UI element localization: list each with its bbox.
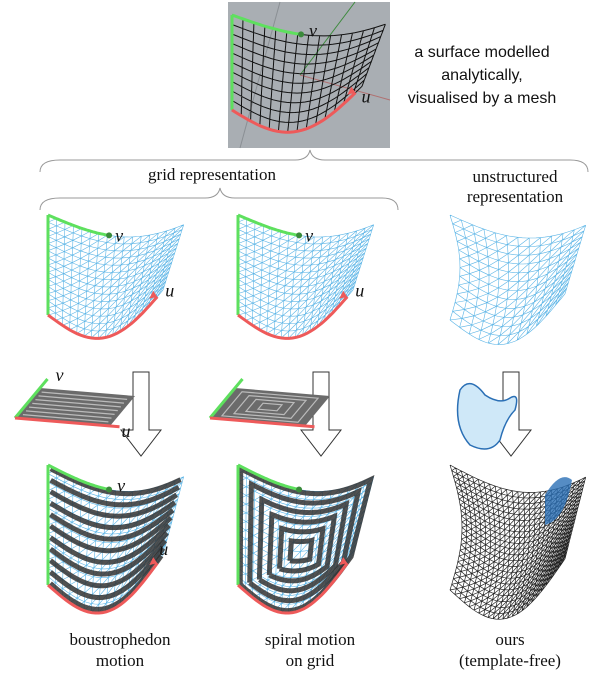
caption: analytically, — [441, 67, 523, 84]
branch-label: representation — [467, 187, 564, 206]
caption: a surface modelled — [414, 44, 549, 61]
u-label: u — [362, 87, 371, 107]
caption: on grid — [286, 651, 335, 670]
caption: boustrophedon — [69, 630, 171, 649]
v-label: v — [309, 20, 317, 40]
v-arrowhead — [296, 486, 302, 492]
mesh — [450, 215, 586, 345]
v-label: v — [56, 365, 64, 385]
u-label: u — [165, 281, 174, 301]
caption: ours — [495, 630, 524, 649]
caption: visualised by a mesh — [408, 90, 557, 107]
v-arrowhead — [106, 486, 112, 492]
figure: a surface modelled analytically, visuali… — [0, 0, 595, 677]
caption: (template-free) — [459, 651, 561, 670]
v-edge — [238, 215, 299, 235]
u-label: u — [122, 421, 131, 441]
v-label: v — [117, 475, 125, 495]
v-label: v — [115, 225, 123, 245]
v-edge — [48, 215, 109, 235]
branch-label: grid representation — [148, 165, 276, 184]
v-label: v — [305, 225, 313, 245]
v-arrowhead — [106, 232, 112, 238]
u-label: u — [159, 539, 168, 559]
brace — [40, 188, 398, 210]
arrow — [121, 372, 161, 456]
caption: spiral motion — [265, 630, 356, 649]
v-arrowhead — [296, 232, 302, 238]
branch-label: unstructured — [473, 167, 558, 186]
u-label: u — [355, 281, 364, 301]
v-arrowhead — [298, 31, 304, 37]
caption: motion — [96, 651, 145, 670]
v-edge — [238, 465, 299, 489]
